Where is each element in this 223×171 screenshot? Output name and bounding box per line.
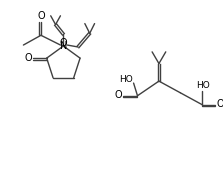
Text: O: O	[37, 11, 45, 21]
Text: O: O	[60, 38, 67, 48]
Text: O: O	[217, 98, 223, 109]
Text: O: O	[24, 53, 32, 63]
Text: HO: HO	[196, 81, 210, 89]
Text: N: N	[60, 41, 67, 51]
Text: HO: HO	[119, 75, 133, 84]
Text: O: O	[114, 90, 122, 100]
